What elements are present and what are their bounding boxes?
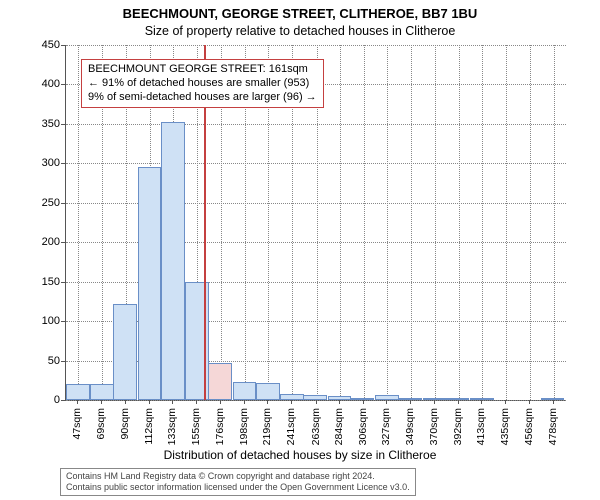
grid-v (340, 45, 341, 400)
grid-v (78, 45, 79, 400)
x-tick-label: 47sqm (71, 408, 83, 448)
histogram-bar (66, 384, 90, 400)
x-tick-label: 263sqm (310, 408, 322, 448)
histogram-bar (138, 167, 162, 400)
x-tick-label: 392sqm (452, 408, 464, 448)
y-tick-mark (61, 203, 65, 204)
x-tick-mark (458, 400, 459, 404)
grid-v (459, 45, 460, 400)
x-tick-label: 435sqm (499, 408, 511, 448)
plot-area: BEECHMOUNT GEORGE STREET: 161sqm← 91% of… (65, 45, 566, 401)
x-tick-label: 370sqm (428, 408, 440, 448)
y-tick-label: 450 (20, 39, 60, 51)
y-tick-mark (61, 400, 65, 401)
x-tick-mark (553, 400, 554, 404)
x-tick-mark (386, 400, 387, 404)
x-tick-mark (196, 400, 197, 404)
x-tick-mark (410, 400, 411, 404)
y-tick-label: 0 (20, 394, 60, 406)
x-tick-label: 133sqm (166, 408, 178, 448)
y-tick-label: 300 (20, 157, 60, 169)
chart-container: BEECHMOUNT, GEORGE STREET, CLITHEROE, BB… (0, 0, 600, 500)
annotation-line: ← 91% of detached houses are smaller (95… (88, 77, 317, 91)
y-tick-mark (61, 282, 65, 283)
x-tick-mark (220, 400, 221, 404)
grid-v (554, 45, 555, 400)
x-tick-label: 327sqm (380, 408, 392, 448)
y-tick-mark (61, 242, 65, 243)
grid-v (435, 45, 436, 400)
x-tick-mark (505, 400, 506, 404)
x-tick-label: 112sqm (143, 408, 155, 448)
x-tick-mark (339, 400, 340, 404)
x-tick-label: 219sqm (261, 408, 273, 448)
x-tick-mark (125, 400, 126, 404)
y-tick-mark (61, 84, 65, 85)
x-tick-mark (434, 400, 435, 404)
y-tick-mark (61, 361, 65, 362)
annotation-box: BEECHMOUNT GEORGE STREET: 161sqm← 91% of… (81, 59, 324, 108)
y-tick-label: 400 (20, 78, 60, 90)
histogram-bar (208, 363, 232, 400)
chart-title-1: BEECHMOUNT, GEORGE STREET, CLITHEROE, BB… (0, 6, 600, 21)
histogram-bar (161, 122, 185, 400)
y-tick-mark (61, 321, 65, 322)
x-tick-mark (101, 400, 102, 404)
y-tick-label: 200 (20, 236, 60, 248)
x-tick-mark (267, 400, 268, 404)
x-tick-label: 176sqm (214, 408, 226, 448)
footer-line-1: Contains HM Land Registry data © Crown c… (66, 471, 410, 482)
x-tick-label: 90sqm (119, 408, 131, 448)
grid-v (387, 45, 388, 400)
x-tick-mark (291, 400, 292, 404)
y-tick-label: 250 (20, 197, 60, 209)
grid-v (530, 45, 531, 400)
y-tick-label: 350 (20, 118, 60, 130)
x-tick-mark (172, 400, 173, 404)
x-tick-label: 456sqm (523, 408, 535, 448)
x-tick-mark (316, 400, 317, 404)
histogram-bar (90, 384, 114, 400)
x-tick-label: 306sqm (357, 408, 369, 448)
x-tick-mark (244, 400, 245, 404)
x-tick-label: 69sqm (95, 408, 107, 448)
histogram-bar (256, 383, 280, 400)
grid-v (482, 45, 483, 400)
x-tick-label: 284sqm (333, 408, 345, 448)
annotation-line: BEECHMOUNT GEORGE STREET: 161sqm (88, 63, 317, 77)
y-tick-mark (61, 124, 65, 125)
x-tick-label: 413sqm (475, 408, 487, 448)
x-tick-label: 198sqm (238, 408, 250, 448)
x-tick-label: 478sqm (547, 408, 559, 448)
footer-attribution: Contains HM Land Registry data © Crown c… (60, 468, 416, 496)
grid-v (506, 45, 507, 400)
annotation-line: 9% of semi-detached houses are larger (9… (88, 91, 317, 105)
y-tick-label: 50 (20, 355, 60, 367)
x-tick-mark (149, 400, 150, 404)
x-tick-label: 349sqm (404, 408, 416, 448)
x-tick-mark (481, 400, 482, 404)
y-tick-label: 150 (20, 276, 60, 288)
x-tick-label: 155sqm (190, 408, 202, 448)
footer-line-2: Contains public sector information licen… (66, 482, 410, 493)
x-tick-label: 241sqm (285, 408, 297, 448)
histogram-bar (233, 382, 257, 400)
y-tick-mark (61, 163, 65, 164)
x-tick-mark (77, 400, 78, 404)
x-tick-mark (529, 400, 530, 404)
grid-v (411, 45, 412, 400)
grid-v (364, 45, 365, 400)
chart-title-2: Size of property relative to detached ho… (0, 24, 600, 38)
y-tick-mark (61, 45, 65, 46)
y-tick-label: 100 (20, 315, 60, 327)
histogram-bar (113, 304, 137, 400)
x-axis-label: Distribution of detached houses by size … (0, 448, 600, 462)
x-tick-mark (363, 400, 364, 404)
